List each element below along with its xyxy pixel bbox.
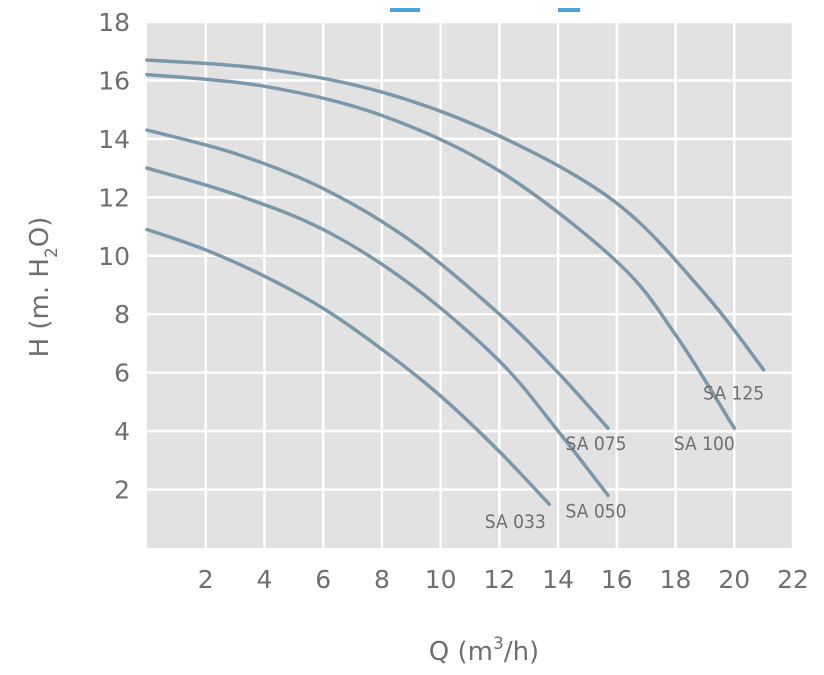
performance-curves: [145, 58, 766, 506]
label-sa-075: SA 075: [566, 433, 627, 455]
x-tick-6: 6: [315, 565, 331, 594]
label-sa-050: SA 050: [566, 500, 627, 522]
y-tick-16: 16: [98, 66, 130, 95]
y-axis-label: H (m. H2O): [25, 217, 62, 358]
plot-area: [147, 22, 793, 548]
y-tick-10: 10: [98, 242, 130, 271]
curve-sa-075: [145, 128, 610, 430]
label-sa-100: SA 100: [674, 433, 735, 455]
y-axis-ticks: 2 4 6 8 10 12 14 16 18: [98, 8, 130, 505]
label-sa-033: SA 033: [485, 511, 546, 533]
curve-sa-100: [145, 72, 737, 430]
x-axis-label: Q (m3/h): [429, 634, 539, 667]
curve-sa-033: [145, 227, 552, 506]
x-tick-8: 8: [374, 565, 390, 594]
x-tick-20: 20: [718, 565, 750, 594]
x-tick-12: 12: [483, 565, 515, 594]
series-labels: SA 125 SA 100 SA 075 SA 050 SA 033: [485, 383, 764, 533]
x-tick-16: 16: [601, 565, 633, 594]
y-tick-12: 12: [98, 183, 130, 212]
y-tick-18: 18: [98, 8, 130, 37]
x-tick-2: 2: [198, 565, 214, 594]
x-tick-14: 14: [542, 565, 574, 594]
curve-sa-125: [145, 58, 766, 372]
y-tick-2: 2: [114, 476, 130, 505]
y-tick-14: 14: [98, 125, 130, 154]
x-tick-22: 22: [777, 565, 809, 594]
label-sa-125: SA 125: [703, 383, 764, 405]
y-tick-6: 6: [114, 359, 130, 388]
x-axis-ticks: 2 4 6 8 10 12 14 16 18 20 22: [198, 565, 809, 594]
x-tick-18: 18: [660, 565, 692, 594]
x-tick-10: 10: [425, 565, 457, 594]
x-tick-4: 4: [257, 565, 273, 594]
y-tick-4: 4: [114, 417, 130, 446]
grid-lines: [147, 20, 795, 548]
curve-sa-050: [145, 166, 610, 498]
y-tick-8: 8: [114, 300, 130, 329]
